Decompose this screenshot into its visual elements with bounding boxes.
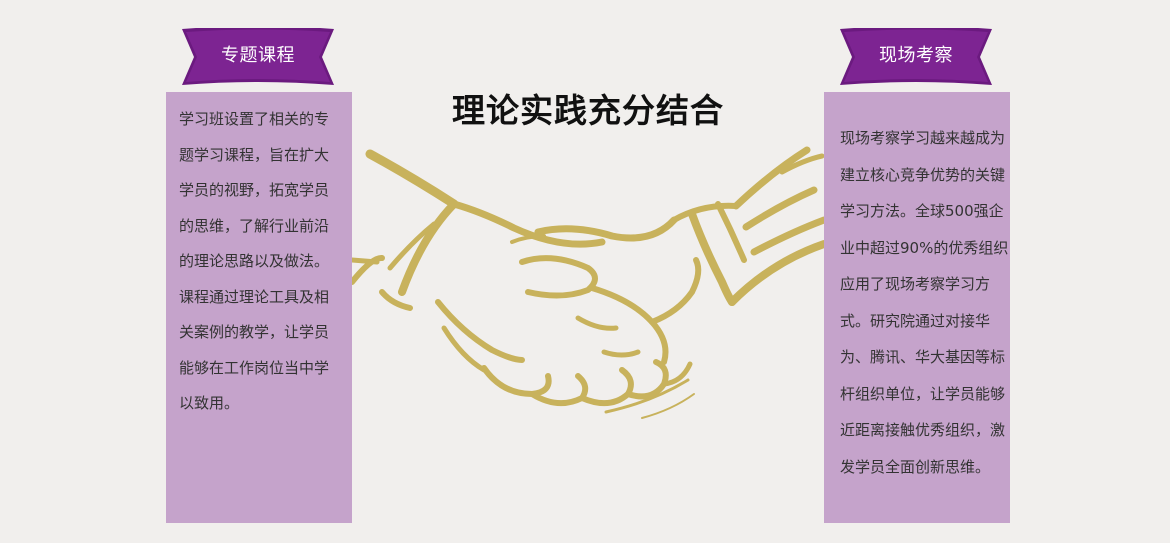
left-panel-paragraph: 学习班设置了相关的专题学习课程，旨在扩大学员的视野，拓宽学员的思维，了解行业前沿… (179, 110, 330, 412)
left-ribbon-banner: 专题课程 (182, 28, 334, 86)
right-panel-paragraph: 现场考察学习越来越成为建立核心竞争优势的关键学习方法。全球500强企业中超过90… (840, 129, 1009, 476)
handshake-icon (352, 146, 824, 419)
right-ribbon-title: 现场考察 (879, 45, 953, 66)
left-ribbon-title: 专题课程 (221, 45, 295, 66)
ribbon-shape-right (840, 28, 992, 85)
right-ribbon-banner: 现场考察 (840, 28, 992, 86)
ribbon-shape-left (182, 28, 334, 85)
page-title: 理论实践充分结合 (452, 91, 724, 130)
left-text-panel: 学习班设置了相关的专题学习课程，旨在扩大学员的视野，拓宽学员的思维，了解行业前沿… (166, 92, 352, 523)
right-text-panel: 现场考察学习越来越成为建立核心竞争优势的关键学习方法。全球500强企业中超过90… (824, 92, 1010, 523)
